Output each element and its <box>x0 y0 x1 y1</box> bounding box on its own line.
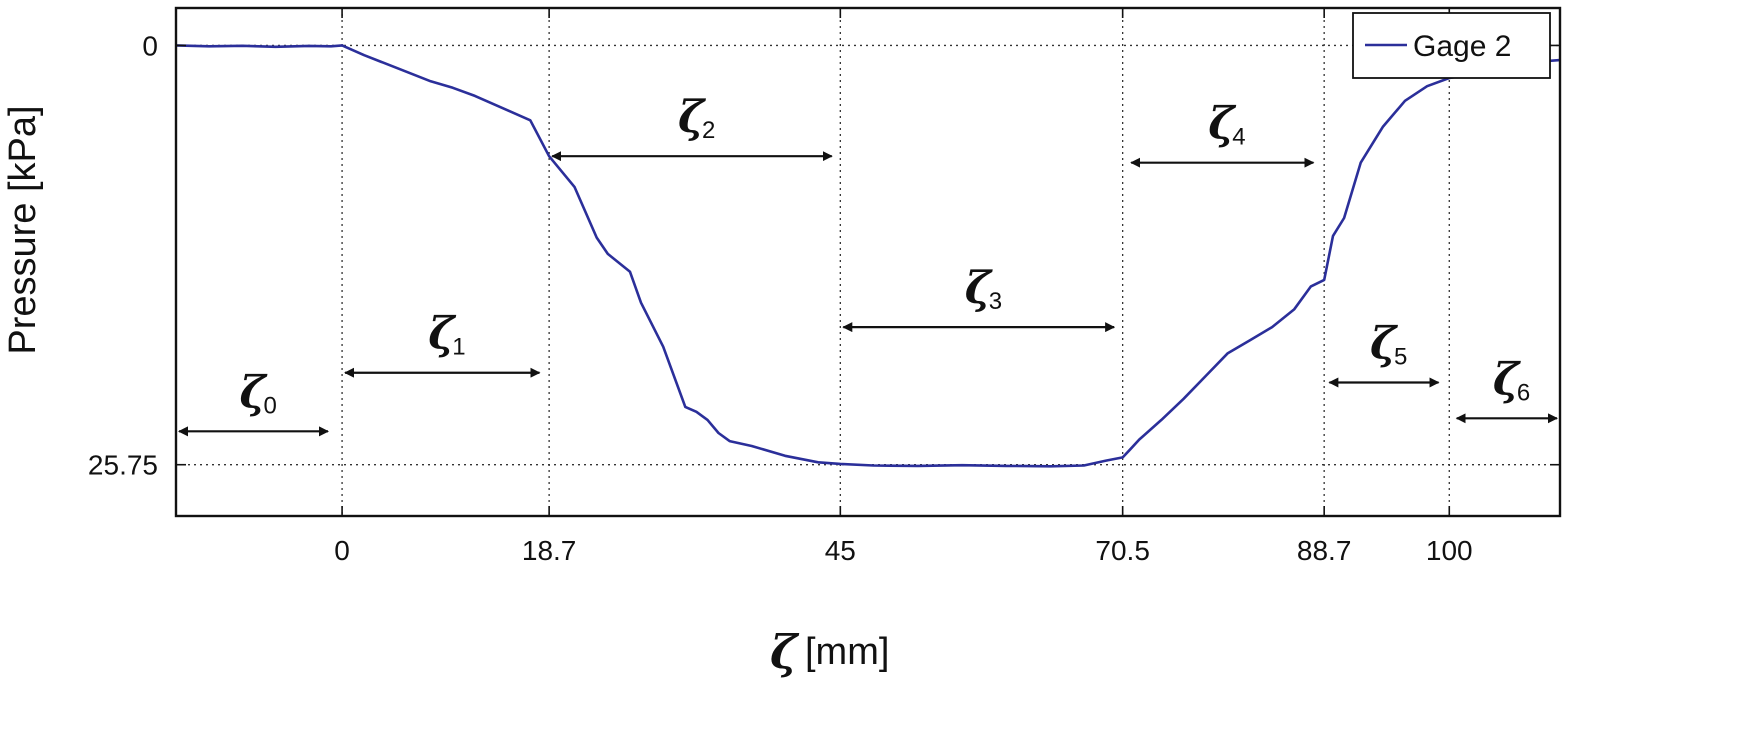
y-tick-label-0: 0 <box>142 30 158 61</box>
zeta-2-subscript: 2 <box>702 117 715 144</box>
x-axis-label-unit: [mm] <box>805 631 889 673</box>
x-tick-label-2: 45 <box>825 535 856 566</box>
zeta-0-symbol: ζ <box>240 367 268 418</box>
y-tick-label-1: 25.75 <box>88 450 158 481</box>
zeta-2-symbol: ζ <box>678 92 706 143</box>
gage-2-line <box>176 44 1560 468</box>
x-tick-label-0: 0 <box>334 535 350 566</box>
x-axis-label: ζ [mm] <box>770 625 889 679</box>
x-tick-label-5: 100 <box>1426 535 1473 566</box>
zeta-1-subscript: 1 <box>452 334 465 361</box>
zeta-3-subscript: 3 <box>989 288 1002 315</box>
zeta-4-subscript: 4 <box>1232 124 1245 151</box>
x-tick-label-3: 70.5 <box>1095 535 1150 566</box>
zeta-0-subscript: 0 <box>264 392 277 419</box>
zeta-6-subscript: 6 <box>1517 379 1530 406</box>
zeta-4-symbol: ζ <box>1208 99 1236 150</box>
zeta-6-symbol: ζ <box>1493 354 1521 405</box>
x-tick-label-4: 88.7 <box>1297 535 1352 566</box>
x-axis-label-symbol: ζ <box>770 625 800 679</box>
legend-label-gage-2: Gage 2 <box>1413 30 1511 63</box>
zeta-3-symbol: ζ <box>965 263 993 314</box>
zeta-1-symbol: ζ <box>428 309 456 360</box>
zeta-5-symbol: ζ <box>1370 318 1398 369</box>
plot-frame <box>174 6 1562 518</box>
x-tick-label-1: 18.7 <box>522 535 577 566</box>
legend: Gage 2 <box>1352 12 1551 79</box>
zeta-5-subscript: 5 <box>1394 343 1407 370</box>
y-axis-label: Pressure [kPa] <box>2 105 44 354</box>
gridlines <box>176 8 1560 516</box>
